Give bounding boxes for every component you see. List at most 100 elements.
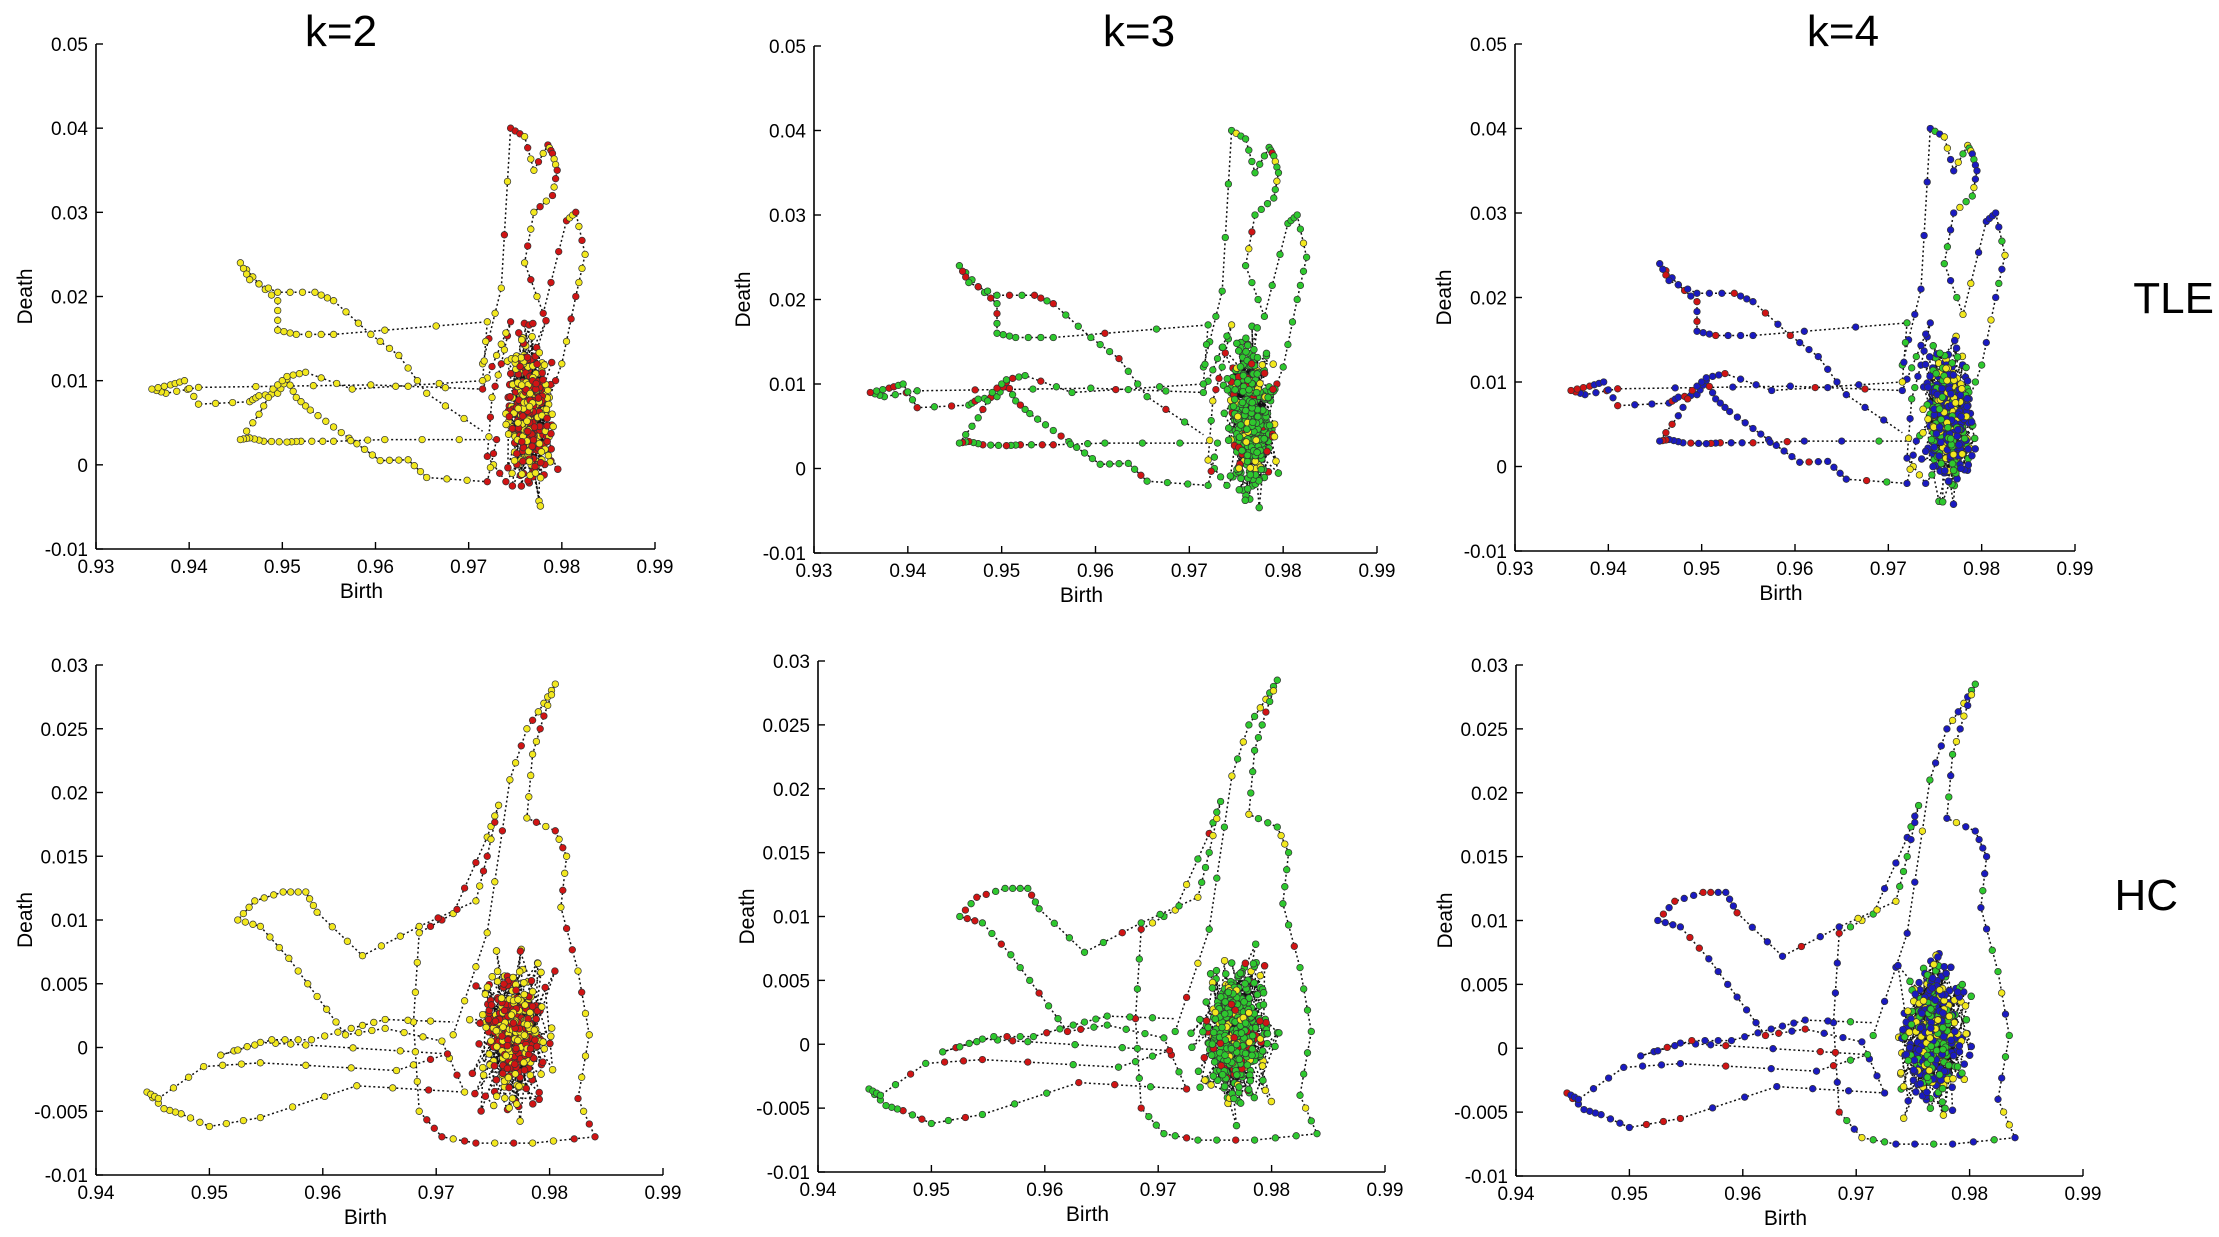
data-point bbox=[1138, 439, 1147, 447]
data-point bbox=[1066, 440, 1075, 448]
data-point bbox=[1008, 374, 1017, 383]
data-point bbox=[1021, 405, 1029, 414]
data-point bbox=[526, 1044, 535, 1053]
trajectory-line bbox=[1566, 683, 2017, 1145]
data-point bbox=[490, 1062, 499, 1070]
data-point bbox=[1245, 994, 1253, 1002]
data-point bbox=[1999, 1108, 2008, 1116]
data-point bbox=[899, 380, 907, 388]
data-point bbox=[1797, 942, 1806, 951]
data-point bbox=[1243, 457, 1252, 466]
y-tick-label: 0.05 bbox=[51, 35, 88, 56]
data-point bbox=[1213, 1136, 1221, 1144]
data-point bbox=[1741, 1033, 1749, 1041]
data-point bbox=[547, 429, 555, 438]
data-point bbox=[1831, 1048, 1840, 1057]
data-point bbox=[1200, 1053, 1209, 1062]
data-point bbox=[523, 353, 532, 362]
data-point bbox=[274, 326, 282, 334]
data-point bbox=[1766, 438, 1774, 446]
x-tick-label: 0.96 bbox=[304, 1183, 341, 1204]
data-point bbox=[1923, 1073, 1932, 1082]
data-point bbox=[460, 1088, 469, 1096]
data-point bbox=[1143, 393, 1151, 401]
data-point bbox=[160, 382, 168, 390]
data-point bbox=[1957, 464, 1965, 473]
data-point bbox=[1927, 1024, 1935, 1032]
data-point bbox=[313, 908, 321, 916]
data-point bbox=[1249, 959, 1258, 968]
data-point bbox=[1904, 1007, 1912, 1015]
y-tick-label: -0.01 bbox=[1464, 542, 1507, 563]
data-point bbox=[1937, 459, 1945, 468]
data-point bbox=[1016, 884, 1024, 893]
data-point bbox=[1250, 1093, 1259, 1102]
data-point bbox=[278, 377, 286, 385]
data-point bbox=[304, 980, 312, 988]
x-tick-label: 0.97 bbox=[450, 557, 487, 578]
data-point bbox=[1245, 810, 1253, 818]
data-point bbox=[1930, 1140, 1938, 1148]
data-point bbox=[1927, 1005, 1935, 1013]
data-point bbox=[1942, 364, 1950, 373]
data-point bbox=[1273, 177, 1281, 185]
data-point bbox=[1932, 429, 1941, 438]
data-point bbox=[493, 977, 502, 986]
data-point bbox=[993, 309, 1001, 318]
data-point bbox=[2001, 251, 2009, 259]
data-point bbox=[1290, 942, 1298, 950]
data-point bbox=[1220, 956, 1229, 965]
data-point bbox=[1614, 402, 1622, 410]
data-point bbox=[1141, 1029, 1149, 1038]
data-point bbox=[1914, 372, 1922, 381]
data-point bbox=[1901, 338, 1910, 347]
data-point bbox=[217, 1051, 225, 1059]
data-point bbox=[1620, 1063, 1628, 1072]
x-tick-label: 0.96 bbox=[357, 557, 394, 578]
data-point bbox=[1736, 331, 1745, 340]
y-tick-label: 0.02 bbox=[773, 780, 810, 801]
data-point bbox=[1567, 386, 1575, 395]
data-point bbox=[1137, 471, 1145, 479]
data-point bbox=[983, 397, 992, 405]
data-point bbox=[1926, 776, 1934, 784]
data-point bbox=[292, 330, 300, 339]
data-point bbox=[1244, 1085, 1253, 1094]
data-point bbox=[460, 884, 469, 892]
data-point bbox=[283, 372, 291, 381]
data-point bbox=[585, 1031, 593, 1039]
data-point bbox=[255, 280, 263, 288]
data-point bbox=[1266, 697, 1274, 706]
data-point bbox=[1693, 317, 1701, 326]
data-point bbox=[1749, 424, 1757, 433]
data-point bbox=[1899, 867, 1908, 876]
data-point bbox=[481, 1092, 490, 1100]
data-point bbox=[518, 437, 526, 446]
data-point bbox=[243, 1043, 251, 1051]
data-point bbox=[1924, 383, 1932, 391]
data-point bbox=[329, 437, 338, 445]
x-tick-label: 0.94 bbox=[78, 1183, 115, 1204]
data-point bbox=[1687, 439, 1695, 447]
x-tick-label: 0.94 bbox=[1590, 559, 1627, 580]
data-point bbox=[528, 987, 537, 996]
data-point bbox=[1742, 1006, 1751, 1014]
data-point bbox=[1729, 383, 1737, 391]
data-point bbox=[578, 236, 586, 245]
data-point bbox=[500, 231, 509, 239]
data-point bbox=[1725, 895, 1734, 903]
y-tick-label: -0.005 bbox=[34, 1102, 88, 1123]
data-point bbox=[1261, 1086, 1270, 1095]
data-point bbox=[504, 430, 513, 438]
data-point bbox=[523, 427, 532, 436]
data-point bbox=[1978, 361, 1986, 369]
data-point bbox=[547, 1032, 555, 1041]
data-point bbox=[260, 894, 268, 902]
data-point bbox=[297, 398, 305, 406]
data-point bbox=[1816, 1048, 1824, 1056]
data-point bbox=[1786, 331, 1794, 340]
data-point bbox=[309, 901, 318, 910]
y-tick-label: 0.01 bbox=[769, 375, 806, 396]
data-point bbox=[1243, 451, 1252, 460]
data-point bbox=[1137, 925, 1145, 933]
